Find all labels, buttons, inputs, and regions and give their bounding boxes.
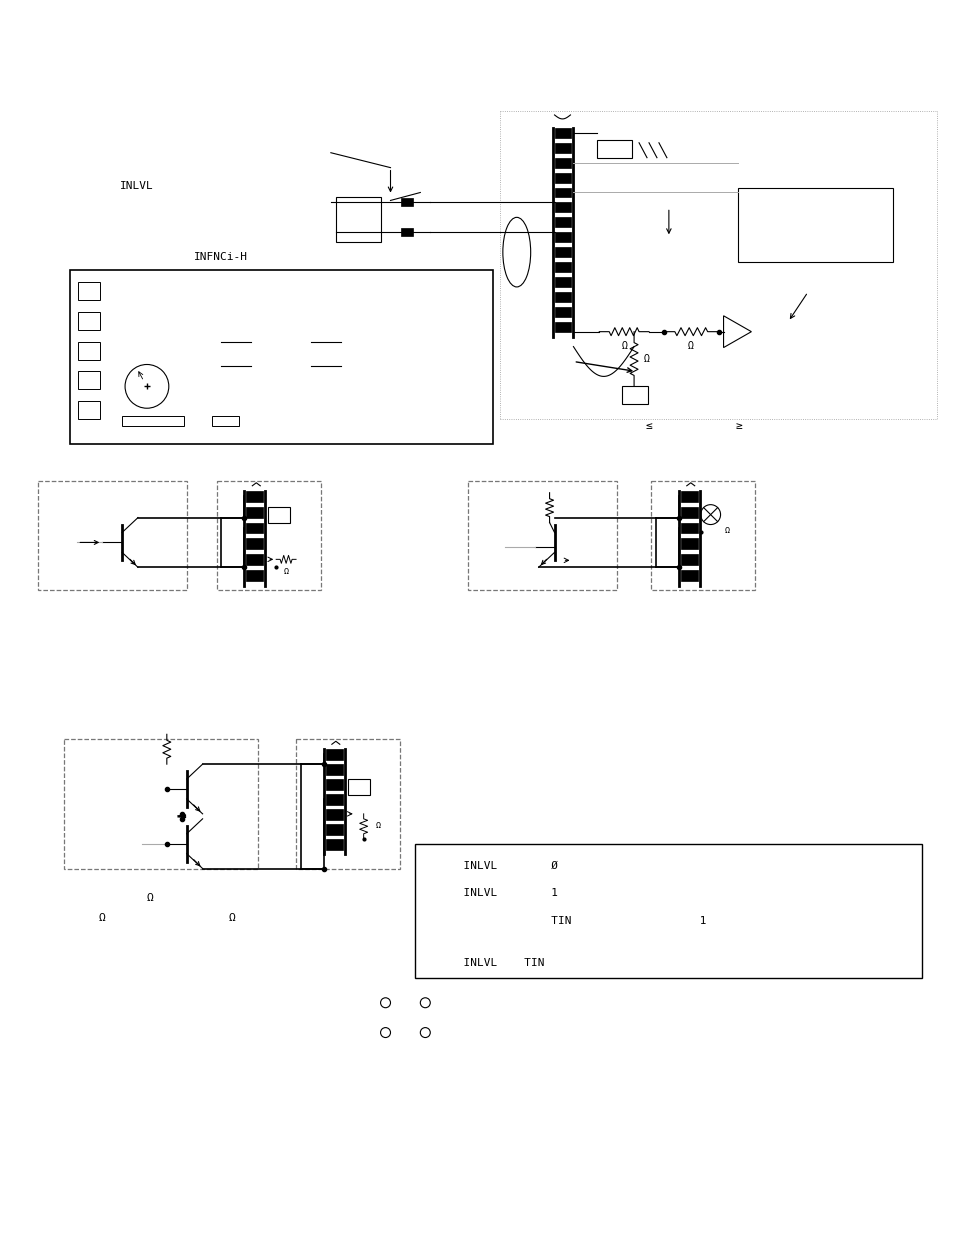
Polygon shape (246, 555, 263, 566)
Polygon shape (415, 844, 922, 978)
Text: Ω: Ω (687, 341, 693, 351)
Polygon shape (554, 306, 571, 316)
Polygon shape (348, 779, 369, 795)
Polygon shape (554, 322, 571, 332)
Polygon shape (78, 282, 100, 300)
Polygon shape (335, 198, 380, 242)
Polygon shape (326, 809, 342, 820)
Polygon shape (680, 555, 697, 566)
Polygon shape (78, 372, 100, 389)
Polygon shape (621, 387, 647, 404)
Text: Ω: Ω (147, 893, 153, 903)
Polygon shape (326, 750, 342, 761)
Polygon shape (554, 277, 571, 287)
Text: Ω: Ω (283, 567, 289, 576)
Text: Ω: Ω (375, 821, 380, 830)
Polygon shape (554, 232, 571, 242)
Polygon shape (326, 779, 342, 790)
Polygon shape (554, 143, 571, 153)
Polygon shape (246, 538, 263, 550)
Polygon shape (246, 490, 263, 501)
Polygon shape (212, 416, 239, 426)
Polygon shape (597, 140, 632, 158)
Polygon shape (401, 228, 413, 236)
Polygon shape (268, 506, 290, 522)
Polygon shape (246, 506, 263, 517)
Text: INLVL    TIN: INLVL TIN (450, 958, 544, 968)
Text: Ω: Ω (228, 913, 234, 924)
Text: Ω: Ω (643, 353, 649, 363)
Polygon shape (78, 342, 100, 359)
Polygon shape (554, 158, 571, 168)
Polygon shape (554, 291, 571, 301)
Text: Ω: Ω (620, 341, 626, 351)
Polygon shape (401, 199, 413, 206)
Polygon shape (554, 128, 571, 138)
Polygon shape (71, 270, 493, 445)
Polygon shape (554, 262, 571, 272)
Polygon shape (680, 538, 697, 550)
Text: TIN                   1: TIN 1 (450, 916, 706, 926)
Polygon shape (554, 203, 571, 212)
Text: INLVL        Ø: INLVL Ø (450, 861, 558, 871)
Text: ≥: ≥ (735, 421, 741, 431)
Polygon shape (554, 188, 571, 198)
Text: INLVL        1: INLVL 1 (450, 888, 558, 898)
Polygon shape (326, 824, 342, 835)
Polygon shape (554, 247, 571, 257)
Polygon shape (554, 217, 571, 227)
Polygon shape (738, 188, 892, 262)
Polygon shape (246, 571, 263, 582)
Polygon shape (78, 401, 100, 419)
Polygon shape (680, 490, 697, 501)
Text: ≤: ≤ (645, 421, 652, 431)
Polygon shape (326, 764, 342, 776)
Polygon shape (554, 173, 571, 183)
Polygon shape (680, 571, 697, 582)
Polygon shape (326, 839, 342, 850)
Polygon shape (680, 522, 697, 534)
Polygon shape (78, 311, 100, 330)
Text: Ω: Ω (723, 526, 729, 535)
Polygon shape (326, 794, 342, 805)
Polygon shape (680, 506, 697, 517)
Text: Ω: Ω (99, 913, 106, 924)
Text: INLVL: INLVL (120, 180, 153, 190)
Text: INFNCi-H: INFNCi-H (193, 252, 248, 262)
Polygon shape (122, 416, 184, 426)
Polygon shape (246, 522, 263, 534)
